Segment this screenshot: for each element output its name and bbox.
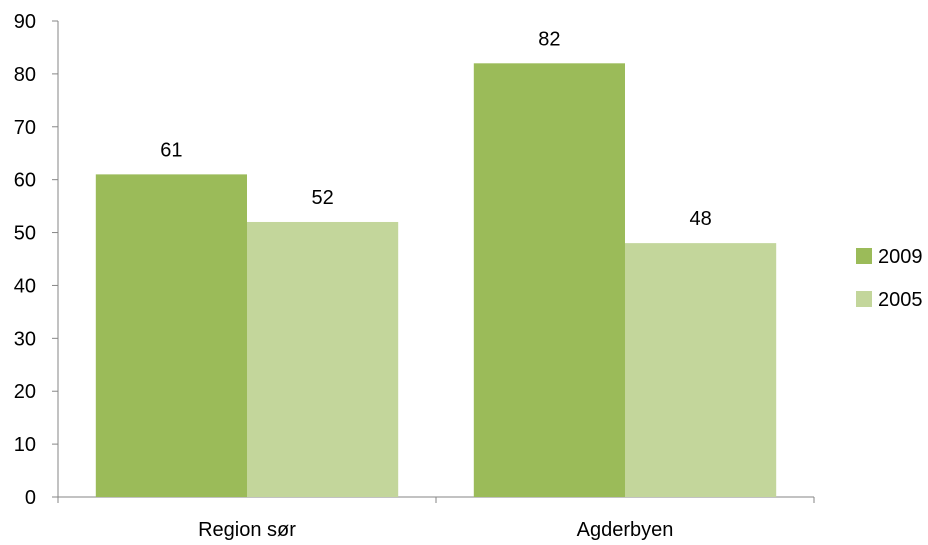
legend: 2009 2005 xyxy=(856,246,923,311)
y-tick-label: 90 xyxy=(14,11,36,33)
y-tick-label: 80 xyxy=(14,64,36,86)
legend-label: 2005 xyxy=(878,289,923,311)
bar-2009-2 xyxy=(473,63,625,498)
y-tick-label: 30 xyxy=(14,328,36,350)
bar-value-label: 52 xyxy=(311,187,333,209)
legend-label: 2009 xyxy=(878,246,923,268)
y-tick-label: 20 xyxy=(14,381,36,403)
category-label: Region sør xyxy=(198,519,296,541)
y-tick-label: 40 xyxy=(14,275,36,297)
legend-swatch-2005 xyxy=(856,291,872,307)
y-axis: 0 10 20 30 40 50 60 70 80 90 xyxy=(14,11,59,509)
bar-2005-1 xyxy=(247,221,399,497)
y-tick-label: 60 xyxy=(14,170,36,192)
y-tick-label: 0 xyxy=(25,487,36,509)
y-tick-label: 70 xyxy=(14,117,36,139)
bar-value-label: 48 xyxy=(689,208,711,230)
bar-2005-2 xyxy=(625,243,777,497)
y-tick-label: 10 xyxy=(14,434,36,456)
x-axis: Region sør Agderbyen xyxy=(57,496,815,541)
bar-value-label: 82 xyxy=(538,28,560,50)
bars: 61 52 82 48 xyxy=(95,28,777,498)
legend-swatch-2009 xyxy=(856,248,872,264)
y-tick-label: 50 xyxy=(14,223,36,245)
category-label: Agderbyen xyxy=(577,519,674,541)
bar-2009-1 xyxy=(95,174,247,497)
bar-value-label: 61 xyxy=(160,139,182,161)
